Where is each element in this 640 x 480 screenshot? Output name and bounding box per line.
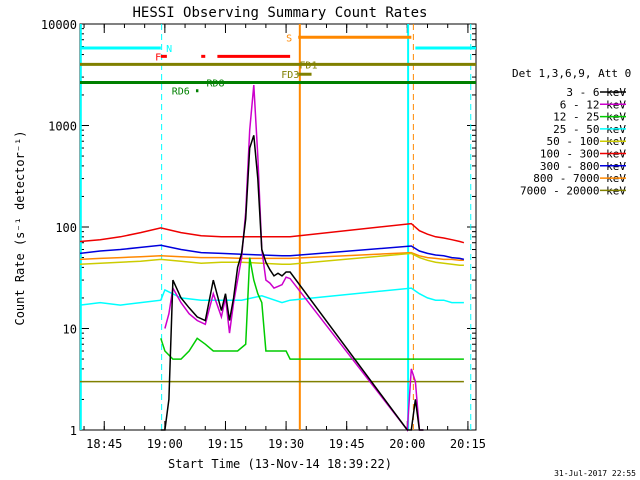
legend-label: 800 - 7000 keV	[533, 172, 626, 185]
flag-label: F	[155, 52, 161, 63]
flag-label: N	[166, 44, 172, 55]
flag-label: FD3	[281, 70, 299, 81]
x-axis-label: Start Time (13-Nov-14 18:39:22)	[168, 457, 392, 471]
flag-label: RD6	[172, 87, 190, 98]
y-tick-label: 10000	[41, 18, 77, 32]
legend-label: 7000 - 20000 keV	[520, 184, 626, 197]
x-tick-label: 20:00	[389, 437, 425, 451]
x-tick-label: 19:00	[147, 437, 183, 451]
y-tick-label: 100	[55, 221, 77, 235]
plot-frame	[79, 23, 477, 431]
legend-label: 50 - 100 keV	[547, 135, 627, 148]
series-line-7	[79, 251, 464, 262]
y-tick-label: 1000	[48, 120, 77, 134]
legend-label: 6 - 12 keV	[560, 98, 627, 111]
series-line-3	[79, 287, 464, 306]
series-line-2	[160, 257, 464, 360]
legend-label: 12 - 25 keV	[553, 111, 626, 124]
y-tick-label: 10	[63, 323, 77, 337]
x-tick-label: 19:15	[207, 437, 243, 451]
legend-label: 25 - 50 keV	[553, 123, 626, 136]
flag-label: FD1	[299, 60, 317, 71]
chart-title: HESSI Observing Summary Count Rates	[132, 5, 427, 21]
date-stamp: 31-Jul-2017 22:55	[554, 469, 636, 478]
flag-label: RD8	[206, 79, 224, 90]
series-line-0	[160, 135, 424, 431]
y-tick-label: 1	[70, 424, 77, 438]
flag-label: S	[286, 33, 292, 44]
x-tick-label: 18:45	[86, 437, 122, 451]
legend-label: 3 - 6 keV	[566, 86, 626, 99]
series-line-4	[79, 252, 464, 266]
legend-label: 300 - 800 keV	[540, 160, 626, 173]
series-line-6	[79, 244, 465, 261]
series-line-5	[79, 222, 465, 244]
y-axis-label: Count Rate (s⁻¹ detector⁻¹)	[13, 130, 27, 325]
legend-title: Det 1,3,6,9, Att 0	[512, 67, 631, 80]
x-tick-label: 19:30	[268, 437, 304, 451]
x-tick-label: 20:15	[450, 437, 486, 451]
legend-label: 100 - 300 keV	[540, 148, 626, 161]
x-tick-label: 19:45	[329, 437, 365, 451]
series-line-1	[164, 85, 424, 433]
